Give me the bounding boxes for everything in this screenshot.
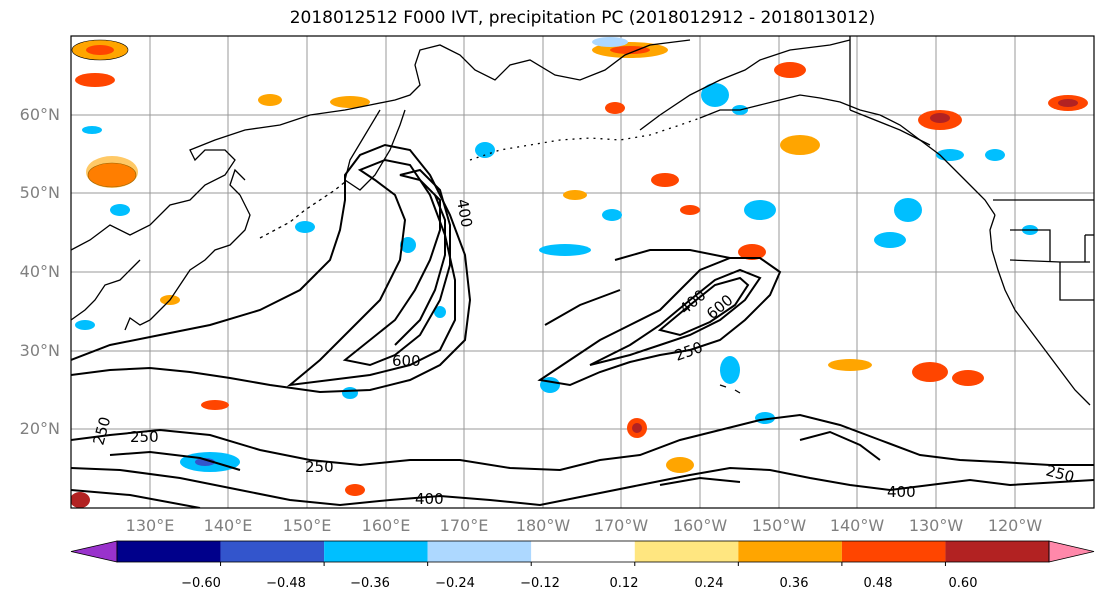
lon-label: 170°E [440,516,489,535]
lon-label: 160°E [362,516,411,535]
colorbar-extend-low [70,540,118,563]
precip-negative-blobs [75,37,1038,472]
precip-positive-blobs [71,39,1088,508]
longitude-labels: 130°E 140°E 150°E 160°E 170°E 180°W 170°… [126,516,1043,535]
colorbar-segment [634,541,739,562]
colorbar-border [116,540,1050,563]
lon-label: 180°W [516,516,571,535]
lon-label: 130°W [909,516,964,535]
contour-label: 250 [130,428,159,446]
lat-label: 20°N [20,419,60,438]
contour-label: 400 [453,198,476,229]
lat-label: 60°N [20,105,60,124]
colorbar-segment [531,541,635,562]
ivt-contours [71,143,1094,508]
colorbar-tick: −0.12 [520,576,560,591]
lat-label: 50°N [20,183,60,202]
colorbar-tick: 0.24 [695,576,724,591]
lon-label: 120°W [988,516,1043,535]
colorbar-extend-high [1048,540,1095,563]
lon-label: 150°E [283,516,332,535]
colorbar-tick: 0.48 [864,576,893,591]
lon-label: 160°W [673,516,728,535]
lon-label: 150°W [752,516,807,535]
colorbar-tick: 0.60 [949,576,978,591]
colorbar-segment [220,541,325,562]
map-title: 2018012512 F000 IVT, precipitation PC (2… [289,8,876,28]
contour-label: 400 [415,490,444,508]
colorbar-segment [841,541,946,562]
colorbar-segment [427,541,532,562]
colorbar-segment [324,541,428,562]
lon-label: 170°W [594,516,649,535]
colorbar-tick: −0.48 [266,576,306,591]
colorbar-segment [117,541,221,562]
colorbar-tick: −0.60 [181,576,221,591]
colorbar-tick: −0.36 [350,576,390,591]
coastlines [71,36,1094,406]
colorbar-segment [945,541,1049,562]
lat-label: 30°N [20,341,60,360]
colorbar-tick: 0.12 [610,576,639,591]
colorbar-tick: −0.24 [435,576,475,591]
colorbar-tick: 0.36 [780,576,809,591]
latitude-labels: 60°N 50°N 40°N 30°N 20°N [20,105,60,438]
lon-label: 130°E [126,516,175,535]
contour-label: 400 [887,483,916,501]
lon-label: 140°E [204,516,253,535]
lon-label: 140°W [830,516,885,535]
colorbar-ticks: −0.60 −0.48 −0.36 −0.24 −0.12 0.12 0.24 … [181,576,977,591]
contour-label: 600 [392,352,421,370]
contour-label: 250 [305,458,334,476]
colorbar-segment [738,541,842,562]
lat-label: 40°N [20,262,60,281]
colorbar [70,540,1095,566]
